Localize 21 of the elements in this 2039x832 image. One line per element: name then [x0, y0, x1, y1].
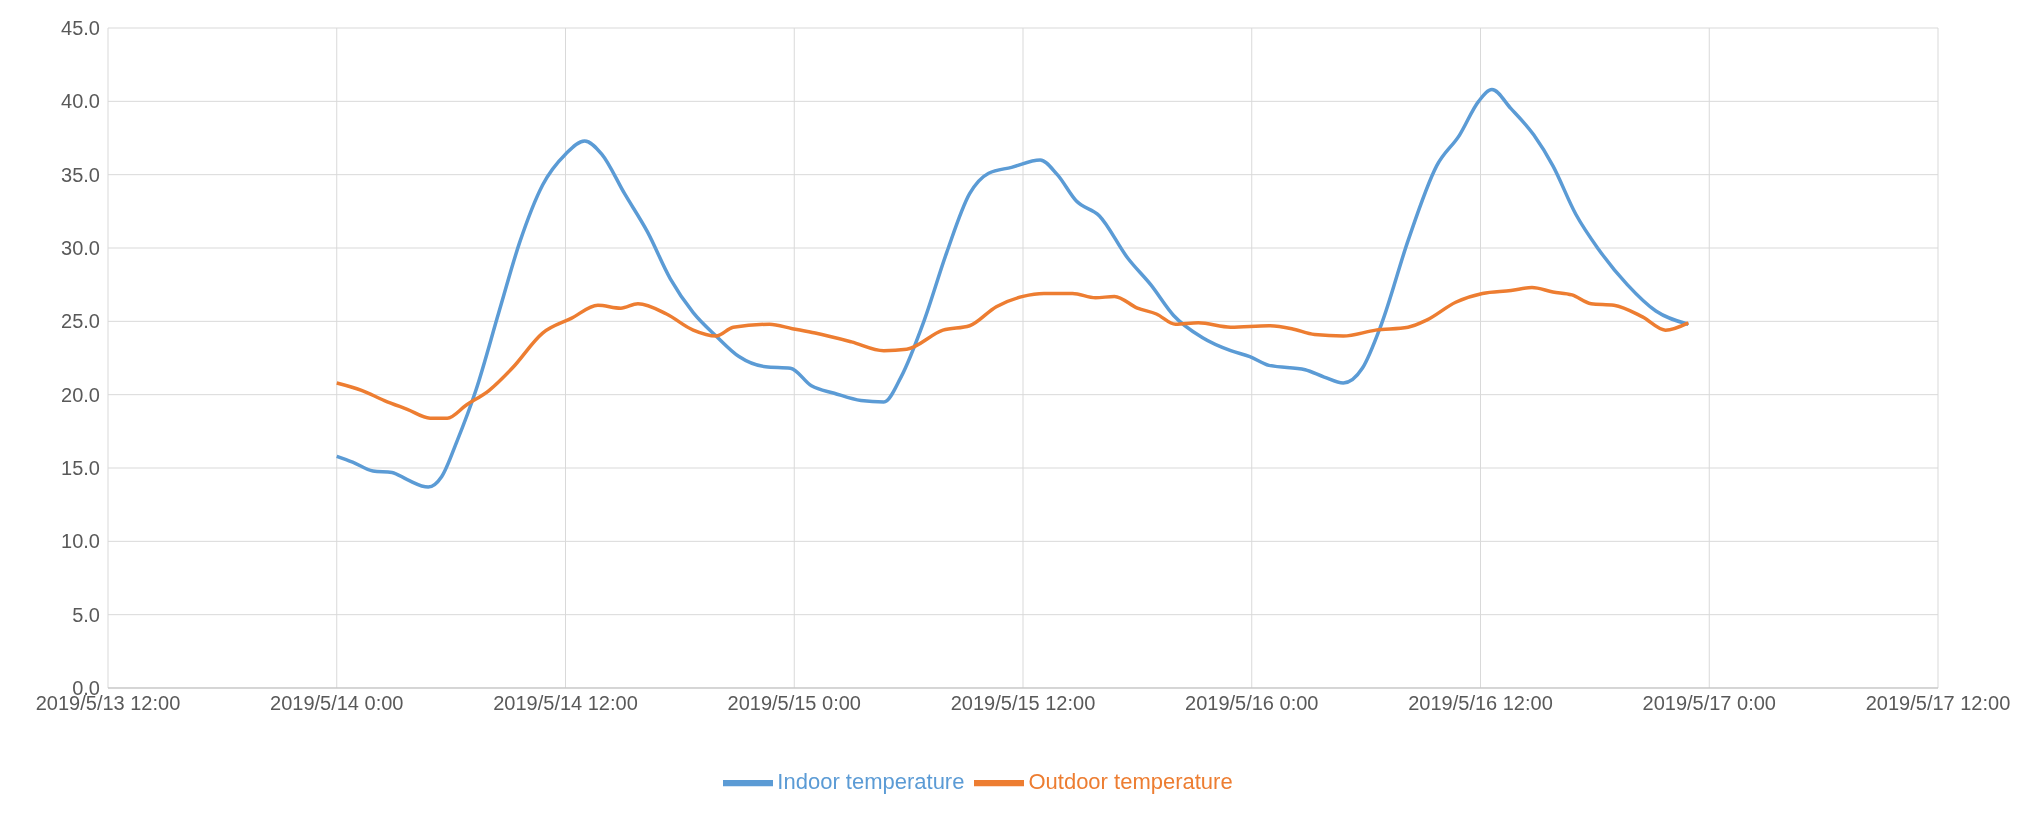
- x-tick-label: 2019/5/17 0:00: [1642, 692, 1776, 715]
- legend-label: Indoor temperature: [777, 768, 965, 794]
- y-tick-label: 30.0: [61, 237, 100, 260]
- x-tick-label: 2019/5/15 0:00: [727, 692, 861, 715]
- y-tick-label: 45.0: [61, 17, 100, 40]
- line-series: [335, 285, 1691, 420]
- line-series: [335, 87, 1691, 489]
- legend-label: Outdoor temperature: [1028, 768, 1233, 794]
- x-tick-label: 2019/5/14 12:00: [493, 692, 638, 715]
- x-tick-label: 2019/5/17 12:00: [1865, 692, 2011, 715]
- x-tick-label: 2019/5/16 0:00: [1185, 692, 1319, 715]
- y-tick-label: 15.0: [61, 457, 100, 480]
- y-tick-label: 40.0: [61, 90, 100, 113]
- y-tick-label: 25.0: [61, 310, 100, 333]
- y-tick-label: 35.0: [61, 163, 100, 186]
- y-tick-label: 20.0: [61, 383, 100, 406]
- y-tick-label: 5.0: [72, 603, 100, 626]
- x-tick-label: 2019/5/16 12:00: [1408, 692, 1553, 715]
- x-tick-label: 2019/5/15 12:00: [950, 692, 1096, 715]
- x-tick-label: 2019/5/14 0:00: [270, 692, 404, 715]
- y-tick-label: 10.0: [61, 530, 100, 553]
